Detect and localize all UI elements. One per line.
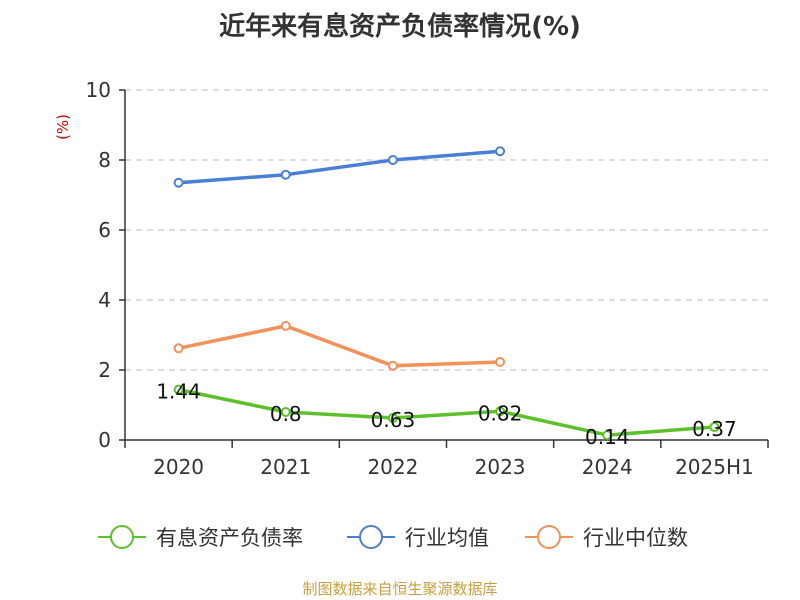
data-point bbox=[495, 146, 506, 157]
data-point bbox=[709, 422, 720, 433]
data-point bbox=[387, 155, 398, 165]
data-label: 0.82 bbox=[478, 401, 523, 425]
legend-label: 行业中位数 bbox=[583, 526, 688, 550]
data-label: 0.63 bbox=[371, 408, 416, 432]
data-label: 1.44 bbox=[156, 380, 201, 404]
data-point bbox=[495, 406, 506, 417]
data-point bbox=[280, 407, 291, 417]
y-tick-label: 6 bbox=[98, 218, 111, 242]
data-label: 0.37 bbox=[692, 417, 737, 441]
data-label: 0.8 bbox=[270, 402, 302, 426]
legend-swatch-marker bbox=[537, 525, 561, 549]
data-label: 0.14 bbox=[585, 425, 630, 449]
x-tick-label: 2020 bbox=[153, 455, 204, 479]
axes: 0 2 4 6 8 10 (%) 2020 2021 2022 2023 2024 2025H1 bbox=[54, 78, 769, 479]
x-tick-label: 2022 bbox=[367, 455, 418, 479]
series-line-2 bbox=[178, 324, 501, 368]
x-tick-label: 2023 bbox=[475, 455, 526, 479]
y-tick-label: 10 bbox=[86, 78, 111, 102]
x-tick-label: 2024 bbox=[582, 455, 633, 479]
y-unit-label: (%) bbox=[54, 114, 72, 140]
y-tick-label: 8 bbox=[98, 148, 111, 172]
data-point bbox=[495, 356, 506, 367]
series-line-1 bbox=[178, 149, 501, 185]
data-point bbox=[173, 384, 184, 395]
data-point bbox=[602, 430, 613, 441]
gridlines bbox=[125, 89, 768, 371]
legend-swatch-marker bbox=[359, 525, 383, 549]
x-tick-label: 2021 bbox=[260, 455, 311, 479]
data-point bbox=[280, 169, 291, 180]
data-point bbox=[173, 177, 184, 188]
legend-label: 行业均值 bbox=[405, 526, 489, 550]
y-tick-label: 2 bbox=[98, 358, 111, 382]
series-lines bbox=[173, 146, 720, 441]
legend-label: 有息资产负债率 bbox=[156, 526, 303, 550]
y-tick-label: 0 bbox=[98, 428, 111, 452]
chart-title: 近年来有息资产负债率情况(%) bbox=[219, 12, 581, 42]
data-point bbox=[387, 412, 398, 423]
data-point bbox=[173, 343, 184, 354]
x-tick-label: 2025H1 bbox=[675, 455, 754, 479]
source-note: 制图数据来自恒生聚源数据库 bbox=[302, 580, 498, 598]
data-point bbox=[387, 360, 398, 371]
legend: 有息资产负债率 行业均值 行业中位数 bbox=[98, 525, 688, 550]
legend-swatch-marker bbox=[110, 525, 134, 549]
y-tick-label: 4 bbox=[98, 288, 111, 312]
series-line-0 bbox=[178, 387, 715, 437]
data-point bbox=[280, 320, 291, 331]
data-labels: 1.44 0.8 0.63 0.82 0.14 0.37 bbox=[156, 380, 736, 450]
